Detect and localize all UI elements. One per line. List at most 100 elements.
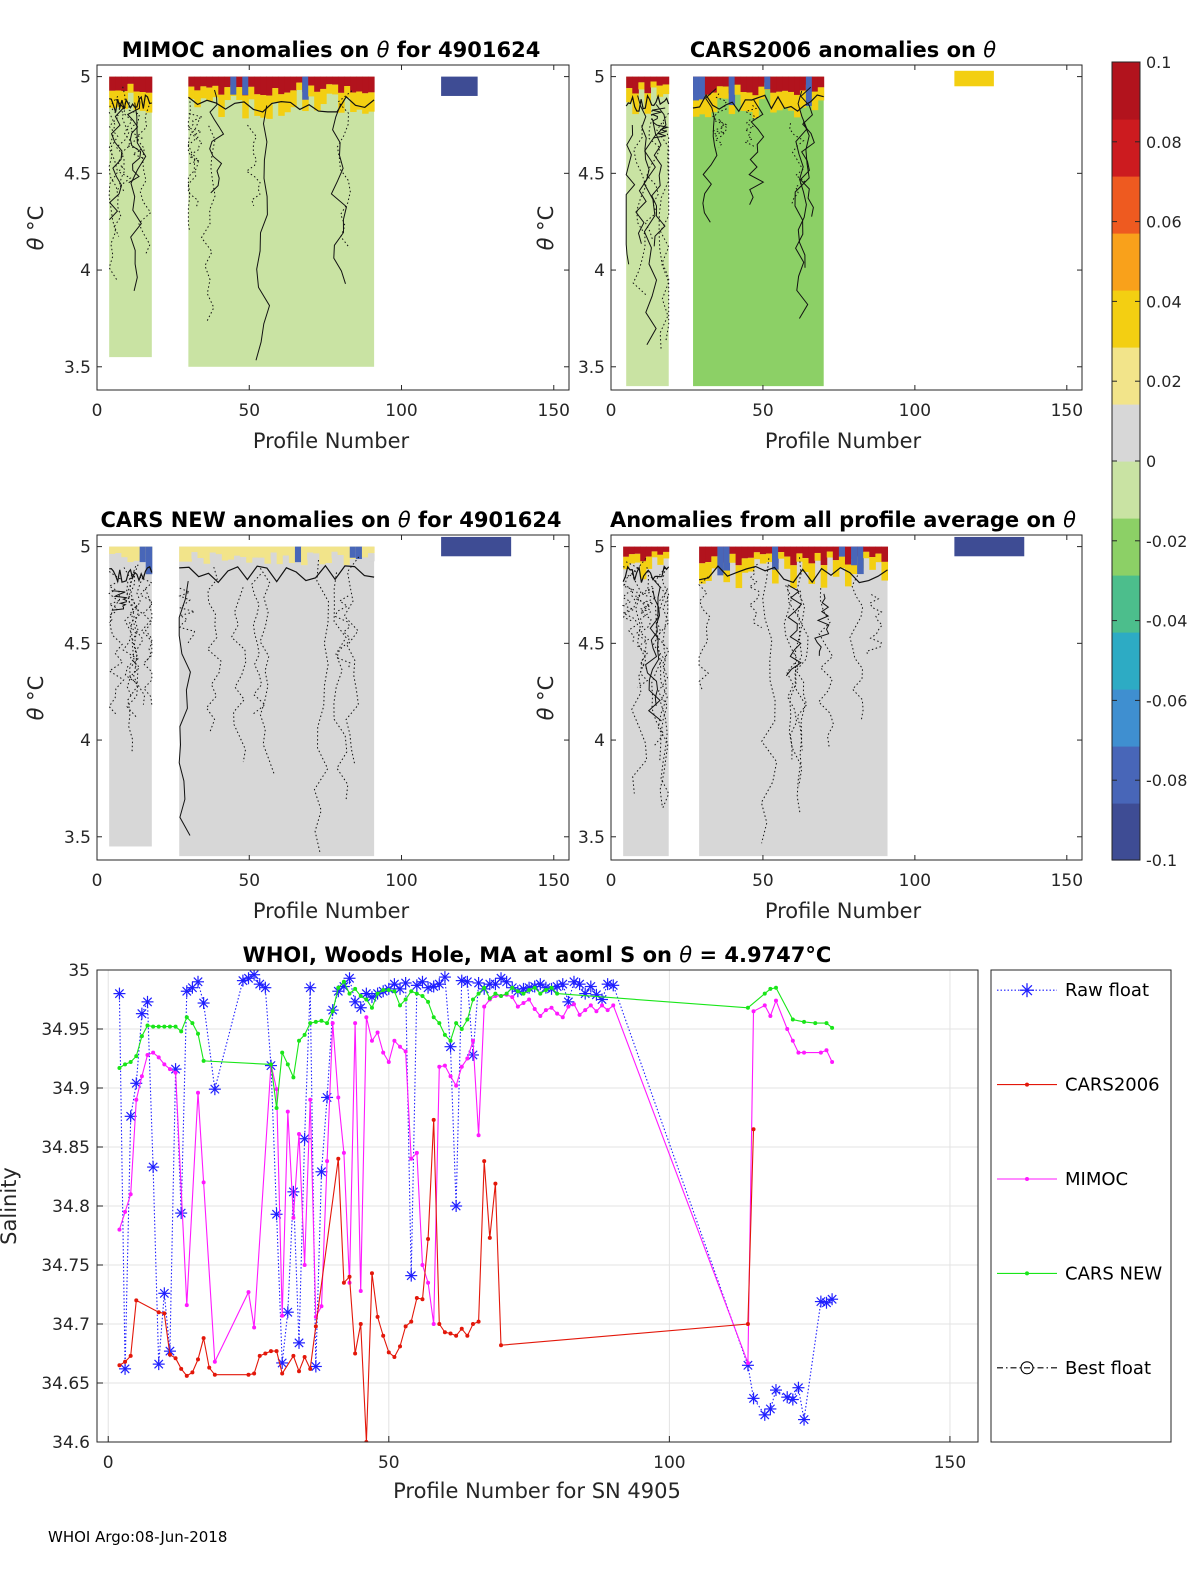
mimoc-point	[196, 1090, 201, 1095]
mimoc-point	[308, 1097, 313, 1102]
surface-cell	[121, 546, 128, 558]
surface-cell	[288, 546, 296, 564]
cars-new-point	[459, 1027, 464, 1031]
y-tick-label: 34.75	[41, 1256, 90, 1276]
mimoc-point	[824, 1048, 829, 1053]
subsurface-cell	[185, 561, 192, 581]
subsurface-cell	[356, 91, 363, 110]
cars-new-point	[196, 1031, 201, 1036]
legend-label: Best float	[1065, 1358, 1151, 1379]
contour-solid	[330, 103, 348, 284]
surface-cell	[127, 76, 135, 84]
surface-cell	[270, 546, 278, 553]
surface-cell	[663, 546, 670, 552]
surface-cell	[191, 546, 198, 553]
cars2006-point	[128, 1353, 133, 1358]
cars-new-point	[521, 991, 526, 996]
subsurface-cell	[362, 93, 369, 114]
surface-cell	[788, 76, 795, 92]
cars2006-point	[297, 1369, 302, 1374]
cars2006-xlabel: Profile Number	[765, 429, 922, 453]
raw-float-point	[792, 1381, 805, 1394]
y-tick-label: 4	[80, 731, 91, 751]
y-tick-label: 34.65	[41, 1374, 90, 1394]
cars-new-point	[386, 988, 391, 993]
mimoc-point	[392, 1038, 397, 1043]
asterisk-stroke	[440, 972, 450, 982]
mimoc-point	[611, 1003, 616, 1008]
asterisk-stroke	[255, 979, 265, 989]
subsurface-cell	[227, 559, 235, 576]
surface-cell	[784, 546, 791, 557]
mimoc-point	[128, 1192, 133, 1197]
surface-cell	[623, 546, 630, 557]
surface-cell	[266, 76, 273, 96]
surface-cell	[234, 546, 241, 556]
contour-dotted	[787, 585, 801, 813]
asterisk-stroke	[260, 983, 270, 993]
asterisk-stroke	[417, 977, 428, 987]
cars-new-point	[369, 1005, 374, 1010]
raw-float-point	[433, 978, 446, 991]
contour-dotted	[108, 111, 119, 280]
surface-cell	[252, 546, 259, 558]
mimoc-point	[594, 1009, 599, 1014]
cars2006-point	[358, 1322, 363, 1326]
subsurface-cell	[656, 85, 664, 97]
asterisk-stroke	[788, 1394, 798, 1405]
x-tick-label: 100	[385, 401, 417, 421]
subsurface-cell	[776, 91, 783, 111]
surface-cell	[634, 546, 641, 554]
surface-cell	[188, 76, 195, 87]
contour-dotted	[656, 112, 670, 350]
contour-dotted	[621, 566, 636, 622]
mimoc-point	[381, 1050, 386, 1055]
profile-average-panel-title: Anomalies from all profile average on θ	[610, 508, 1076, 532]
cars-new-point	[510, 985, 515, 990]
surface-cell	[735, 546, 743, 566]
surface-cell	[145, 76, 153, 93]
mimoc-point	[571, 1002, 576, 1007]
salinity-xlabel: Profile Number for SN 4905	[393, 1479, 681, 1503]
mimoc-point	[156, 1055, 161, 1060]
y-tick-label: 3.5	[578, 828, 605, 848]
surface-cell	[203, 546, 211, 564]
cars-new-point	[297, 1038, 302, 1043]
subsurface-cell	[127, 83, 135, 93]
contour-solid	[111, 590, 128, 611]
surface-cell	[776, 76, 783, 92]
cold-cell	[698, 76, 706, 100]
cars2006-point	[341, 1280, 346, 1285]
subsurface-cell	[851, 558, 858, 575]
cars-new-point	[409, 989, 414, 994]
contour-solid	[625, 94, 670, 112]
anomaly-block	[623, 546, 669, 857]
y-tick-label: 35	[68, 961, 90, 981]
subsurface-cell	[248, 86, 255, 100]
surface-cell	[218, 76, 225, 95]
cars2006-point	[336, 1156, 341, 1161]
subsurface-cell	[662, 84, 670, 95]
subsurface-cell	[765, 553, 773, 563]
subsurface-cell	[252, 557, 259, 572]
subsurface-cell	[772, 563, 779, 584]
surface-cell	[224, 76, 231, 88]
asterisk-stroke	[821, 1298, 832, 1308]
axes-box	[96, 64, 570, 391]
cars2006-point	[487, 1235, 492, 1240]
cars-new-point	[426, 999, 431, 1004]
mimoc-point	[543, 1008, 548, 1013]
cars-new-point	[117, 1065, 122, 1070]
surface-cell	[139, 76, 147, 93]
raw-float-point	[450, 1200, 463, 1212]
contour-dotted	[713, 93, 728, 148]
mimoc-point	[325, 1159, 330, 1164]
cars-new-point	[431, 1015, 436, 1020]
asterisk-stroke	[412, 980, 422, 990]
surface-cell	[716, 76, 724, 87]
subsurface-cell	[844, 564, 852, 587]
cold-cell	[764, 76, 771, 90]
mimoc-point	[802, 1050, 807, 1055]
y-tick-label: 34.95	[41, 1020, 90, 1040]
mimoc-point	[588, 1003, 593, 1008]
